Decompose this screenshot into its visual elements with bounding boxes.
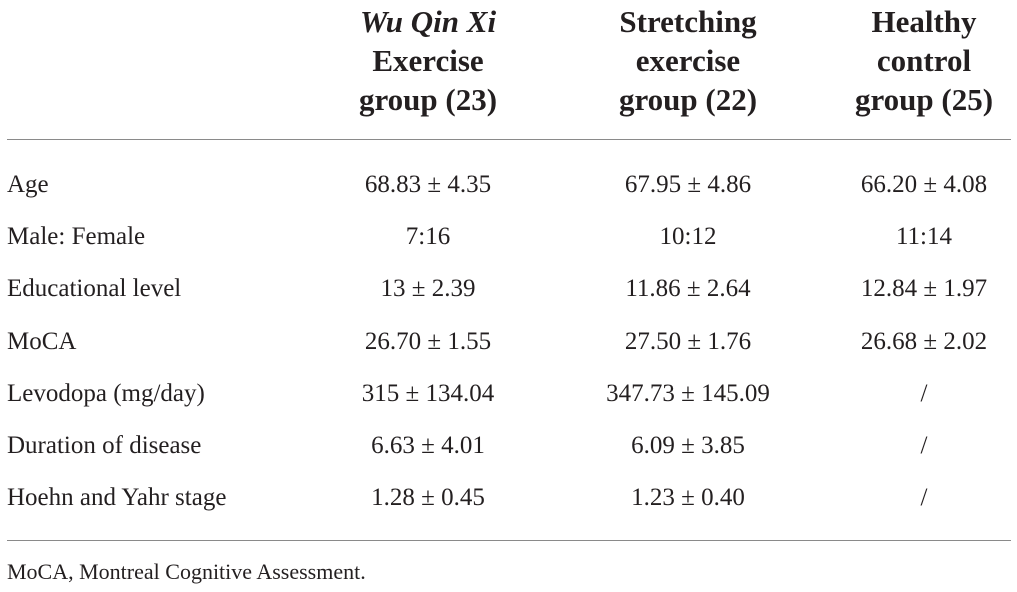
row-label: Hoehn and Yahr stage bbox=[7, 484, 227, 511]
cell-value: 11:14 bbox=[895, 223, 953, 250]
table-footnote: MoCA, Montreal Cognitive Assessment. bbox=[7, 559, 366, 584]
cell-value: 66.20 ± 4.08 bbox=[860, 171, 988, 198]
row-label: Educational level bbox=[7, 275, 182, 302]
header-line: control bbox=[876, 43, 972, 78]
table-row: Duration of disease 6.63 ± 4.01 6.09 ± 3… bbox=[0, 431, 1017, 483]
header-line: group (22) bbox=[618, 82, 758, 117]
header-line: group (23) bbox=[358, 82, 498, 117]
table-row: Age 68.83 ± 4.35 67.95 ± 4.86 66.20 ± 4.… bbox=[0, 170, 1017, 222]
footer-divider bbox=[7, 540, 1011, 541]
table-row: MoCA 26.70 ± 1.55 27.50 ± 1.76 26.68 ± 2… bbox=[0, 327, 1017, 379]
column-header-stretching: Stretching exercise group (22) bbox=[586, 2, 790, 119]
cell-value: 13 ± 2.39 bbox=[380, 275, 476, 302]
table-row: Educational level 13 ± 2.39 11.86 ± 2.64… bbox=[0, 274, 1017, 326]
header-line: Exercise bbox=[372, 43, 484, 78]
cell-value: 6.63 ± 4.01 bbox=[371, 432, 485, 459]
column-header-healthy-control: Healthy control group (25) bbox=[826, 2, 1017, 119]
table-row: Levodopa (mg/day) 315 ± 134.04 347.73 ± … bbox=[0, 379, 1017, 431]
header-line: Healthy bbox=[871, 4, 977, 39]
row-label: MoCA bbox=[7, 328, 77, 355]
cell-value: 315 ± 134.04 bbox=[361, 380, 495, 407]
cell-value: 68.83 ± 4.35 bbox=[364, 171, 492, 198]
cell-value: 1.28 ± 0.45 bbox=[371, 484, 485, 511]
row-label: Age bbox=[7, 171, 49, 198]
cell-value: 10:12 bbox=[659, 223, 717, 250]
column-header-wu-qin-xi: Wu Qin Xi Exercise group (23) bbox=[330, 2, 526, 119]
cell-value: / bbox=[920, 432, 928, 459]
cell-value: / bbox=[920, 484, 928, 511]
cell-value: 11.86 ± 2.64 bbox=[625, 275, 751, 302]
header-divider bbox=[7, 139, 1011, 140]
header-line: Wu Qin Xi bbox=[359, 4, 497, 39]
header-line: exercise bbox=[635, 43, 741, 78]
row-label: Male: Female bbox=[7, 223, 146, 250]
cell-value: 347.73 ± 145.09 bbox=[606, 380, 770, 407]
table-row: Hoehn and Yahr stage 1.28 ± 0.45 1.23 ± … bbox=[0, 483, 1017, 535]
cell-value: 27.50 ± 1.76 bbox=[624, 328, 752, 355]
header-line: Stretching bbox=[619, 4, 757, 39]
cell-value: 6.09 ± 3.85 bbox=[631, 432, 745, 459]
cell-value: 26.68 ± 2.02 bbox=[860, 328, 988, 355]
cell-value: 12.84 ± 1.97 bbox=[860, 275, 988, 302]
row-label: Levodopa (mg/day) bbox=[7, 380, 205, 407]
cell-value: 1.23 ± 0.40 bbox=[631, 484, 745, 511]
table-row: Male: Female 7:16 10:12 11:14 bbox=[0, 222, 1017, 274]
header-line: group (25) bbox=[854, 82, 994, 117]
cell-value: / bbox=[920, 380, 928, 407]
cell-value: 67.95 ± 4.86 bbox=[624, 171, 752, 198]
cell-value: 7:16 bbox=[405, 223, 451, 250]
row-label: Duration of disease bbox=[7, 432, 202, 459]
cell-value: 26.70 ± 1.55 bbox=[364, 328, 492, 355]
table-header: Wu Qin Xi Exercise group (23) Stretching… bbox=[0, 0, 1017, 140]
